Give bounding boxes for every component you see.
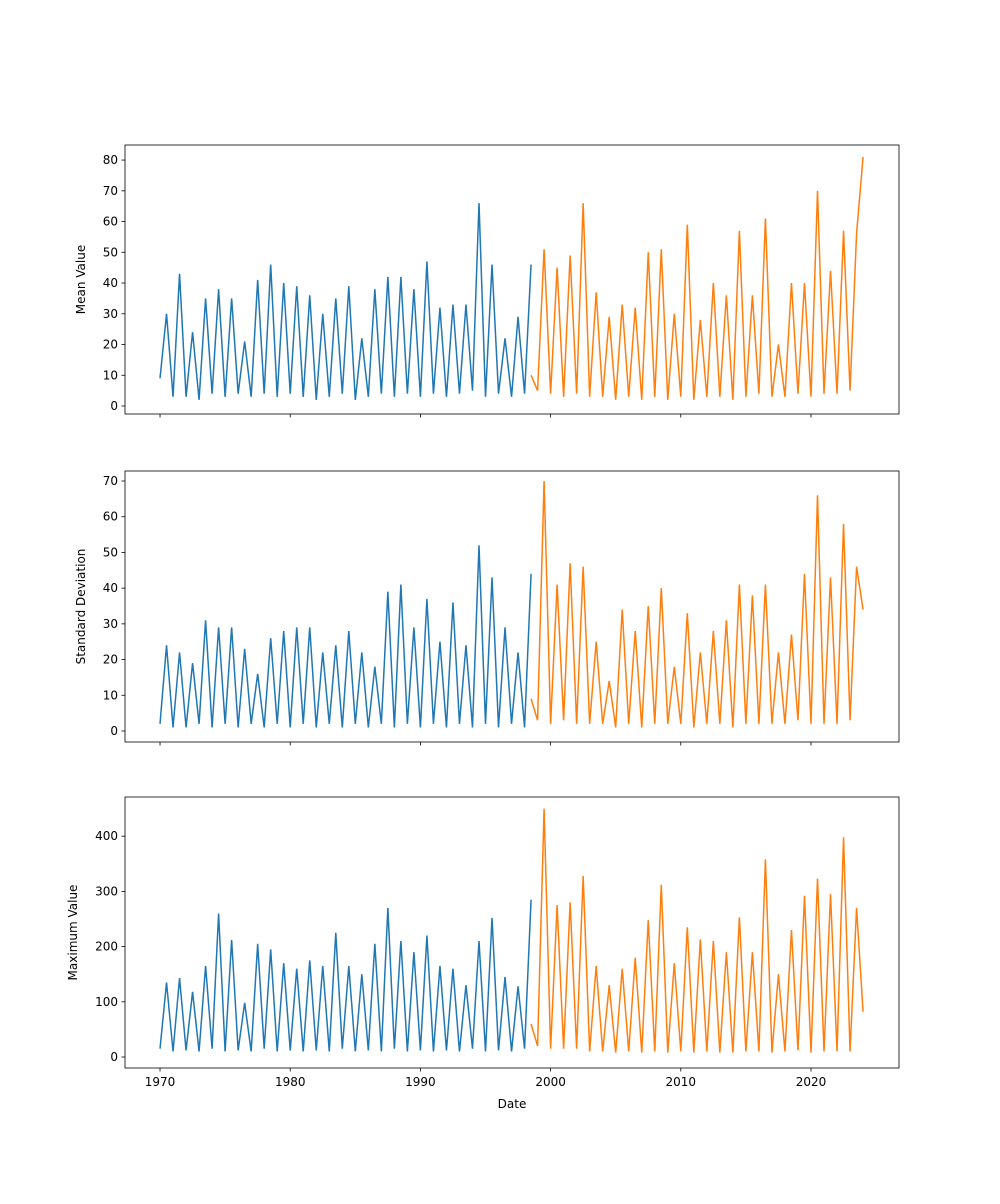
data-line [159,203,532,400]
y-tick-label: 0 [110,1050,118,1064]
y-tick-label: 400 [95,829,118,843]
y-tick-label: 60 [103,510,118,524]
y-tick-label: 200 [95,940,118,954]
y-tick-label: 70 [103,184,118,198]
y-tick-label: 10 [103,688,118,702]
x-tick-label: 1990 [405,1075,436,1089]
y-tick-label: 40 [103,276,118,290]
data-line [530,808,864,1053]
data-line [530,480,864,728]
axes-frame [124,470,900,743]
axes-frame [124,144,900,415]
data-line [159,899,532,1052]
y-tick-label: 40 [103,581,118,595]
x-tick-label: 2020 [796,1075,827,1089]
x-tick-label: 2000 [535,1075,566,1089]
y-tick-label: 300 [95,884,118,898]
y-axis-label: Mean Value [74,245,88,314]
x-tick-label: 1970 [145,1075,176,1089]
y-tick-label: 80 [103,153,118,167]
x-tick-label: 2010 [666,1075,697,1089]
y-tick-label: 50 [103,245,118,259]
y-tick-label: 20 [103,653,118,667]
y-tick-label: 50 [103,545,118,559]
y-tick-label: 60 [103,215,118,229]
y-tick-label: 30 [103,617,118,631]
data-line [530,156,864,400]
y-tick-label: 70 [103,474,118,488]
y-tick-label: 0 [110,724,118,738]
x-tick-label: 1980 [275,1075,306,1089]
data-line [159,545,532,728]
y-tick-label: 10 [103,368,118,382]
x-axis-label: Date [498,1097,527,1111]
y-axis-label: Maximum Value [66,885,80,981]
y-tick-label: 30 [103,307,118,321]
y-tick-label: 20 [103,338,118,352]
y-tick-label: 100 [95,995,118,1009]
y-axis-label: Standard Deviation [74,549,88,665]
axes-frame [124,796,900,1069]
y-tick-label: 0 [110,399,118,413]
